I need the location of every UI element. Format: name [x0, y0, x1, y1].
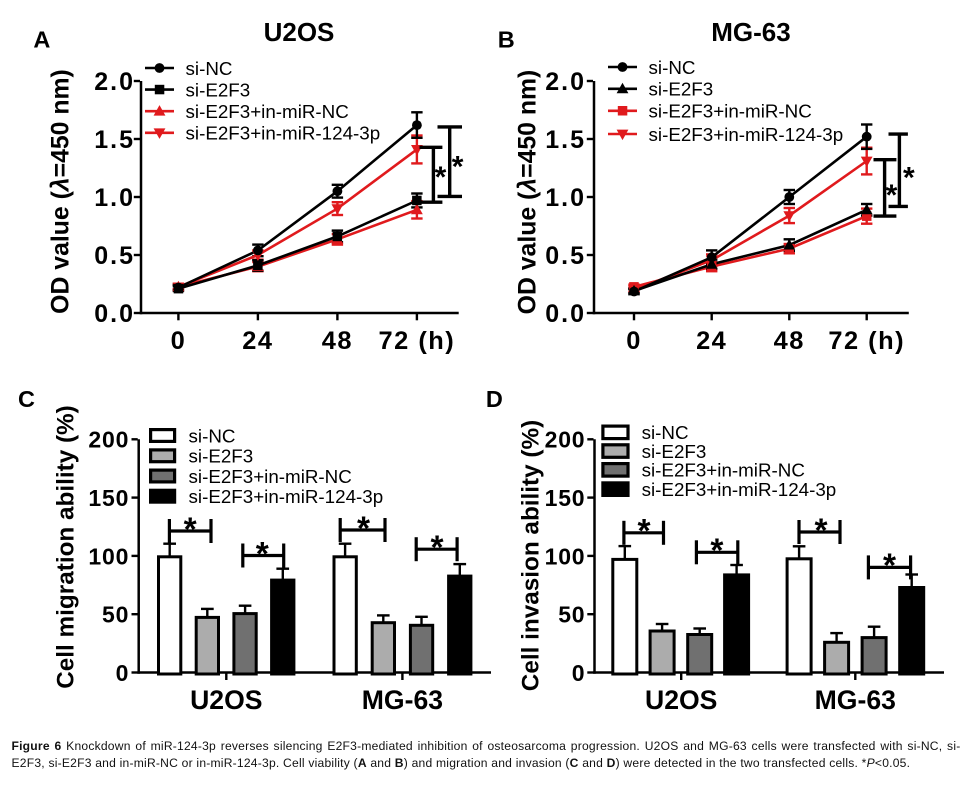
svg-text:1.5: 1.5	[545, 126, 586, 154]
svg-text:si-E2F3+in-miR-NC: si-E2F3+in-miR-NC	[186, 101, 349, 122]
svg-text:2.0: 2.0	[545, 68, 586, 96]
svg-text:D: D	[486, 386, 503, 412]
svg-text:C: C	[18, 386, 35, 412]
svg-text:*: *	[903, 161, 915, 194]
svg-text:A: A	[33, 27, 50, 53]
svg-text:si-E2F3+in-miR-NC: si-E2F3+in-miR-NC	[649, 101, 812, 122]
svg-text:U2OS: U2OS	[645, 685, 717, 715]
svg-text:72 (h): 72 (h)	[379, 327, 456, 355]
svg-text:Cell invasion ability (%): Cell invasion ability (%)	[518, 420, 545, 691]
svg-text:0: 0	[116, 660, 130, 686]
svg-text:48: 48	[774, 327, 805, 355]
svg-text:si-E2F3+in-miR-124-3p: si-E2F3+in-miR-124-3p	[642, 479, 837, 500]
svg-text:*: *	[430, 530, 443, 567]
svg-text:50: 50	[558, 602, 585, 628]
svg-text:1.0: 1.0	[545, 184, 586, 212]
svg-text:0.0: 0.0	[545, 300, 586, 328]
svg-text:*: *	[256, 536, 269, 573]
svg-text:MG-63: MG-63	[711, 17, 790, 47]
svg-text:si-E2F3+in-miR-124-3p: si-E2F3+in-miR-124-3p	[649, 124, 844, 145]
svg-text:*: *	[435, 161, 447, 194]
svg-text:0: 0	[171, 327, 187, 355]
svg-text:B: B	[498, 27, 515, 53]
svg-text:si-E2F3: si-E2F3	[649, 79, 714, 100]
svg-text:*: *	[184, 511, 197, 548]
svg-text:si-NC: si-NC	[189, 425, 236, 446]
svg-text:si-NC: si-NC	[186, 58, 233, 79]
svg-text:si-E2F3: si-E2F3	[186, 79, 251, 100]
svg-text:0.0: 0.0	[94, 300, 135, 328]
svg-text:*: *	[452, 150, 464, 183]
svg-text:100: 100	[88, 543, 129, 569]
svg-text:*: *	[357, 510, 370, 547]
svg-text:1.0: 1.0	[94, 184, 135, 212]
svg-text:MG-63: MG-63	[815, 685, 896, 715]
svg-text:24: 24	[242, 327, 273, 355]
svg-text:24: 24	[696, 327, 727, 355]
svg-text:*: *	[710, 533, 723, 570]
svg-text:OD value (λ=450 nm): OD value (λ=450 nm)	[515, 70, 542, 315]
svg-text:si-E2F3: si-E2F3	[642, 441, 707, 462]
svg-text:MG-63: MG-63	[362, 685, 443, 715]
svg-text:200: 200	[545, 427, 586, 453]
svg-text:U2OS: U2OS	[190, 685, 262, 715]
svg-text:0: 0	[626, 327, 642, 355]
svg-text:1.5: 1.5	[94, 126, 135, 154]
svg-text:OD value (λ=450 nm): OD value (λ=450 nm)	[48, 69, 75, 314]
svg-text:2.0: 2.0	[94, 68, 135, 96]
svg-text:si-E2F3+in-miR-124-3p: si-E2F3+in-miR-124-3p	[186, 123, 381, 144]
svg-text:150: 150	[545, 485, 586, 511]
svg-text:si-NC: si-NC	[642, 422, 689, 443]
svg-text:100: 100	[545, 543, 586, 569]
svg-text:si-E2F3+in-miR-NC: si-E2F3+in-miR-NC	[642, 460, 805, 481]
svg-text:U2OS: U2OS	[264, 17, 335, 47]
svg-text:si-E2F3: si-E2F3	[189, 446, 254, 467]
svg-text:0.5: 0.5	[545, 242, 586, 270]
svg-text:0.5: 0.5	[94, 242, 135, 270]
svg-text:48: 48	[322, 327, 353, 355]
svg-text:si-E2F3+in-miR-124-3p: si-E2F3+in-miR-124-3p	[189, 486, 384, 507]
svg-text:50: 50	[102, 602, 129, 628]
svg-text:Cell migration ability (%): Cell migration ability (%)	[53, 405, 80, 689]
svg-text:150: 150	[88, 485, 129, 511]
svg-text:200: 200	[88, 427, 129, 453]
svg-text:*: *	[883, 548, 896, 585]
svg-text:si-NC: si-NC	[649, 57, 696, 78]
svg-text:*: *	[814, 512, 827, 549]
svg-text:si-E2F3+in-miR-NC: si-E2F3+in-miR-NC	[189, 466, 352, 487]
svg-text:*: *	[886, 179, 898, 212]
svg-text:*: *	[637, 513, 650, 550]
svg-text:0: 0	[572, 660, 586, 686]
svg-text:72 (h): 72 (h)	[828, 327, 905, 355]
